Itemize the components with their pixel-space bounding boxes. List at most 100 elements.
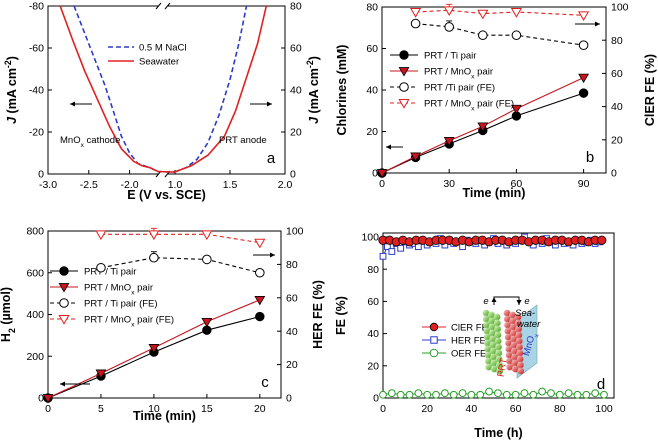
inset-prt-sphere bbox=[489, 341, 497, 349]
inset-arrow-down bbox=[516, 300, 522, 305]
x-tick-label: 0 bbox=[45, 403, 51, 415]
y-tick-label: -40 bbox=[29, 85, 44, 97]
panel-d-faradaic-efficiency-chart: 0 20 40 60 80 100 0 20 40 60 80 100 ClER FE HER FE OER… bbox=[334, 232, 615, 440]
data-point bbox=[573, 390, 582, 399]
inset-mnox-sphere bbox=[515, 337, 523, 345]
x-tick-label: 1.5 bbox=[223, 179, 238, 191]
legend-label-part: PRT / Ti pair bbox=[84, 267, 136, 278]
data-point bbox=[578, 73, 590, 84]
panel-letter: d bbox=[597, 376, 605, 393]
inset-mnox-sphere bbox=[511, 359, 519, 367]
x-tick-label: 20 bbox=[421, 403, 433, 415]
data-point bbox=[405, 390, 414, 399]
y-tick-label: 20 bbox=[366, 126, 378, 138]
inset-prt-sphere bbox=[489, 329, 496, 337]
inset-mnox-sphere bbox=[516, 343, 523, 351]
data-point bbox=[444, 22, 455, 32]
series-line-nacl-cathodic bbox=[73, 5, 151, 169]
inset-mnox-sphere bbox=[510, 335, 518, 343]
annotation-cathode: MnOx cathode bbox=[60, 135, 120, 149]
y-axis-label-left: J (mA cm-2) bbox=[3, 56, 19, 124]
inset-mnox-sphere bbox=[505, 339, 512, 347]
inset-mnox-sphere bbox=[506, 363, 514, 371]
y-axis-label-right: ClER FE (%) bbox=[643, 54, 657, 126]
y-axis-label-right-part: HER FE (%) bbox=[311, 280, 325, 349]
data-point bbox=[555, 390, 564, 399]
y-tick-label: 20 bbox=[367, 360, 379, 372]
y2-tick-label: 0 bbox=[611, 168, 617, 180]
legend-swatch-marker bbox=[58, 283, 70, 293]
data-point bbox=[477, 122, 489, 132]
legend-label-part: PRT / MnO bbox=[424, 67, 471, 78]
x-axis-label: Time (min) bbox=[463, 186, 526, 200]
data-point bbox=[255, 267, 265, 278]
axis-break-mark bbox=[155, 2, 162, 10]
axis-break-mark bbox=[164, 2, 171, 10]
data-point bbox=[95, 230, 107, 241]
inset-prt-sphere bbox=[493, 313, 501, 321]
inset-prt-sphere bbox=[482, 309, 490, 317]
legend-label-part: PRT / MnO bbox=[84, 315, 131, 326]
data-point bbox=[410, 8, 422, 18]
y-tick-label: -60 bbox=[29, 43, 44, 55]
legend-label: PRT / Ti pair bbox=[424, 51, 476, 62]
inset-prt-sphere bbox=[496, 367, 504, 375]
x-tick-label: 20 bbox=[254, 403, 266, 415]
y-axis-label-right: HER FE (%) bbox=[311, 280, 325, 349]
axis-arrow-head bbox=[386, 144, 391, 150]
inset-mnox-sphere bbox=[503, 309, 511, 317]
legend-label: PRT / MnOx pair bbox=[84, 283, 153, 297]
inset-prt-sphere bbox=[483, 321, 490, 329]
legend-swatch-marker bbox=[399, 82, 409, 92]
legend-label-part: x bbox=[471, 73, 475, 80]
data-point bbox=[432, 390, 440, 399]
legend-label: HER FE bbox=[451, 336, 486, 347]
y-tick-label: 400 bbox=[26, 309, 44, 321]
data-point bbox=[478, 30, 488, 41]
legend-swatch-marker bbox=[430, 336, 438, 344]
inset-prt-sphere bbox=[484, 351, 492, 359]
y2-tick-label: 100 bbox=[286, 226, 304, 238]
inset-mnox-sphere bbox=[517, 367, 525, 375]
x-tick-label: -3.0 bbox=[39, 179, 57, 191]
legend-label: PRT / MnOx pair bbox=[424, 67, 493, 81]
data-point bbox=[414, 389, 423, 398]
y-axis-label-left-part: J bbox=[5, 116, 19, 124]
data-point bbox=[201, 230, 213, 241]
data-point bbox=[42, 394, 54, 404]
data-point bbox=[254, 238, 266, 249]
series-line-bridge bbox=[149, 166, 176, 173]
data-point bbox=[440, 389, 449, 398]
panel-letter: c bbox=[261, 374, 269, 391]
annotation-cathode-part: MnO bbox=[60, 135, 81, 146]
y-tick-label: 40 bbox=[367, 328, 379, 340]
inset-prt-sphere bbox=[490, 353, 497, 361]
y-tick-label: 0 bbox=[372, 168, 378, 180]
legend-swatch-marker bbox=[399, 50, 409, 60]
inset-prt-sphere bbox=[488, 317, 496, 325]
data-point bbox=[202, 254, 212, 265]
x-tick-label: -2.0 bbox=[121, 179, 139, 191]
x-tick-label: 15 bbox=[201, 403, 213, 415]
inset-prt-sphere bbox=[495, 349, 503, 357]
axis-arrow-head bbox=[60, 381, 65, 387]
data-point bbox=[149, 252, 159, 263]
series-line bbox=[381, 92, 584, 174]
data-point bbox=[578, 11, 590, 22]
inset-prt-sphere bbox=[484, 339, 491, 347]
y-axis-label-left: H2 (µmol) bbox=[0, 287, 17, 342]
inset-mnox-sphere bbox=[514, 313, 522, 321]
legend-label: ClER FE bbox=[451, 323, 488, 334]
y-tick-label: -20 bbox=[29, 127, 44, 139]
inset-mnox-sphere bbox=[510, 329, 517, 337]
y-tick-label: 100 bbox=[361, 232, 379, 244]
y2-tick-label: 40 bbox=[290, 85, 302, 97]
inset-seawater-line: water bbox=[517, 319, 541, 330]
inset-mnox-sphere bbox=[505, 345, 513, 353]
inset-mnox-sphere bbox=[514, 319, 522, 327]
inset-wire bbox=[493, 296, 520, 305]
inset-mnox-sphere bbox=[504, 321, 511, 329]
data-point bbox=[397, 244, 405, 252]
